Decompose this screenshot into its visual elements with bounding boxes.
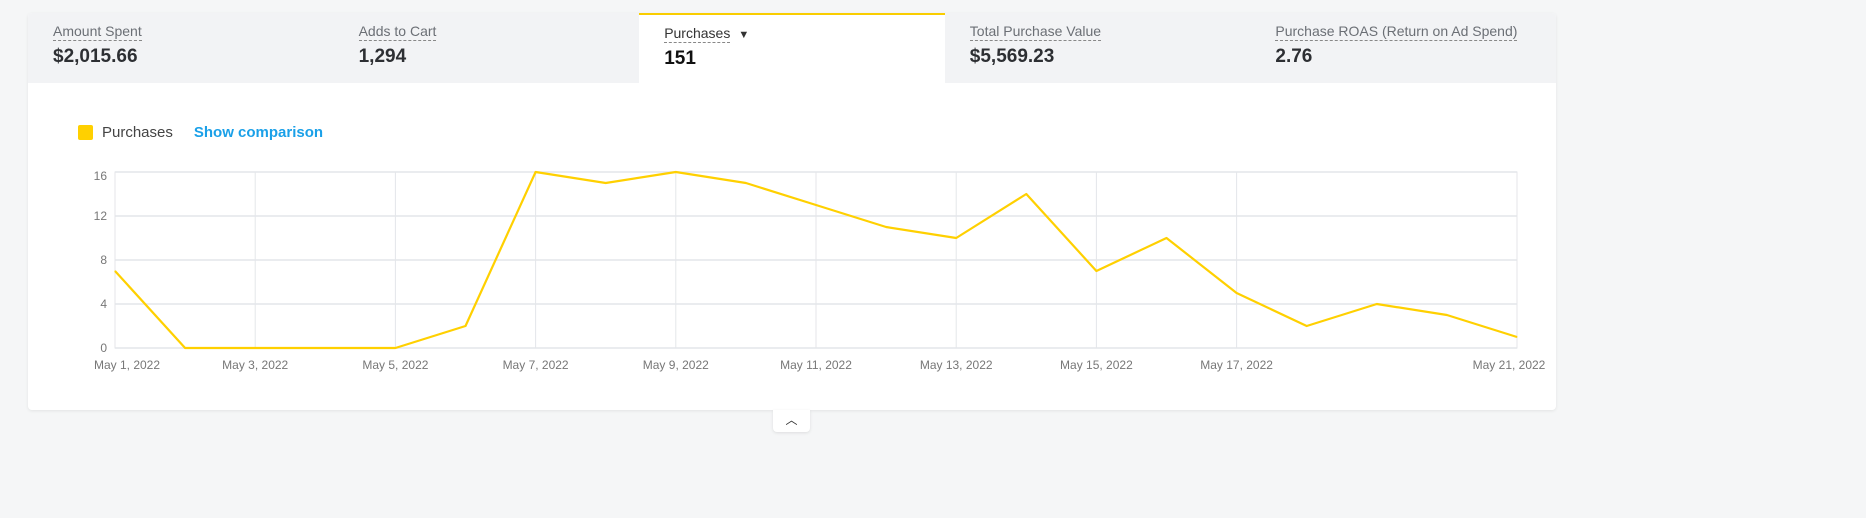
x-tick-label: May 15, 2022 [1060,358,1133,372]
collapse-button[interactable]: ︿ [773,410,810,432]
tab-total-purchase-value[interactable]: Total Purchase Value $5,569.23 [945,13,1251,83]
chart-legend: Purchases Show comparison [78,124,323,141]
data-point [535,171,537,173]
tab-value: $2,015.66 [53,46,138,67]
y-tick-label: 4 [100,297,107,311]
data-point [1306,325,1308,327]
x-tick-label: May 9, 2022 [643,358,709,372]
y-tick-label: 0 [100,341,107,355]
data-point [324,347,326,349]
data-point [885,226,887,228]
chevron-up-icon: ︿ [785,413,798,427]
metric-tabs: Amount Spent $2,015.66 Adds to Cart 1,294 … [28,13,1556,83]
tab-label: Purchases [664,25,731,43]
data-point [675,171,677,173]
tab-adds-to-cart[interactable]: Adds to Cart 1,294 [334,13,640,83]
x-tick-label: May 1, 2022 [94,358,160,372]
data-point [1446,314,1448,316]
tab-value: 1,294 [358,46,407,67]
legend-swatch [78,125,93,140]
x-tick-label: May 5, 2022 [362,358,428,372]
x-tick-label: May 17, 2022 [1200,358,1273,372]
caret-down-icon[interactable]: ▼ [738,29,750,41]
data-point [745,182,747,184]
purchases-line-chart: 0 4 8 12 16 May 1, 2022 May 3, 2022 May 5, 2022… [94,169,1546,372]
y-tick-label: 12 [94,209,108,223]
data-point [1376,303,1378,305]
metrics-card: Amount Spent $2,015.66 Adds to Cart 1,294 … [28,13,1556,410]
tab-label: Total Purchase Value [969,23,1102,41]
data-point [114,270,116,272]
data-point [184,347,186,349]
y-tick-label: 8 [100,253,107,267]
tab-value: $5,569.23 [969,46,1055,67]
legend-label: Purchases [102,124,173,141]
x-tick-label: May 13, 2022 [920,358,993,372]
data-point [1516,336,1518,338]
data-point [465,325,466,327]
tab-value: 2.76 [1275,46,1313,67]
tab-purchases[interactable]: Purchases ▼ 151 [639,13,945,83]
data-point [254,347,256,349]
tab-amount-spent[interactable]: Amount Spent $2,015.66 [28,13,334,83]
tab-purchase-roas[interactable]: Purchase ROAS (Return on Ad Spend) 2.76 [1250,13,1556,83]
x-tick-label: May 21, 2022 [1473,358,1546,372]
data-point [815,204,817,206]
y-tick-label: 16 [94,169,108,183]
data-point [955,237,957,239]
tab-label: Adds to Cart [358,23,437,41]
tab-value: 151 [664,48,696,69]
data-point [1095,270,1097,272]
x-tick-label: May 7, 2022 [503,358,569,372]
x-tick-label: May 3, 2022 [222,358,288,372]
tab-label: Amount Spent [53,23,142,41]
data-point [1236,292,1238,294]
tab-label: Purchase ROAS (Return on Ad Spend) [1275,23,1518,41]
data-point [1025,193,1027,195]
data-point [394,347,396,349]
data-point [1166,237,1167,239]
data-point [605,182,607,184]
show-comparison-link[interactable]: Show comparison [193,124,324,141]
x-tick-label: May 11, 2022 [780,358,852,372]
